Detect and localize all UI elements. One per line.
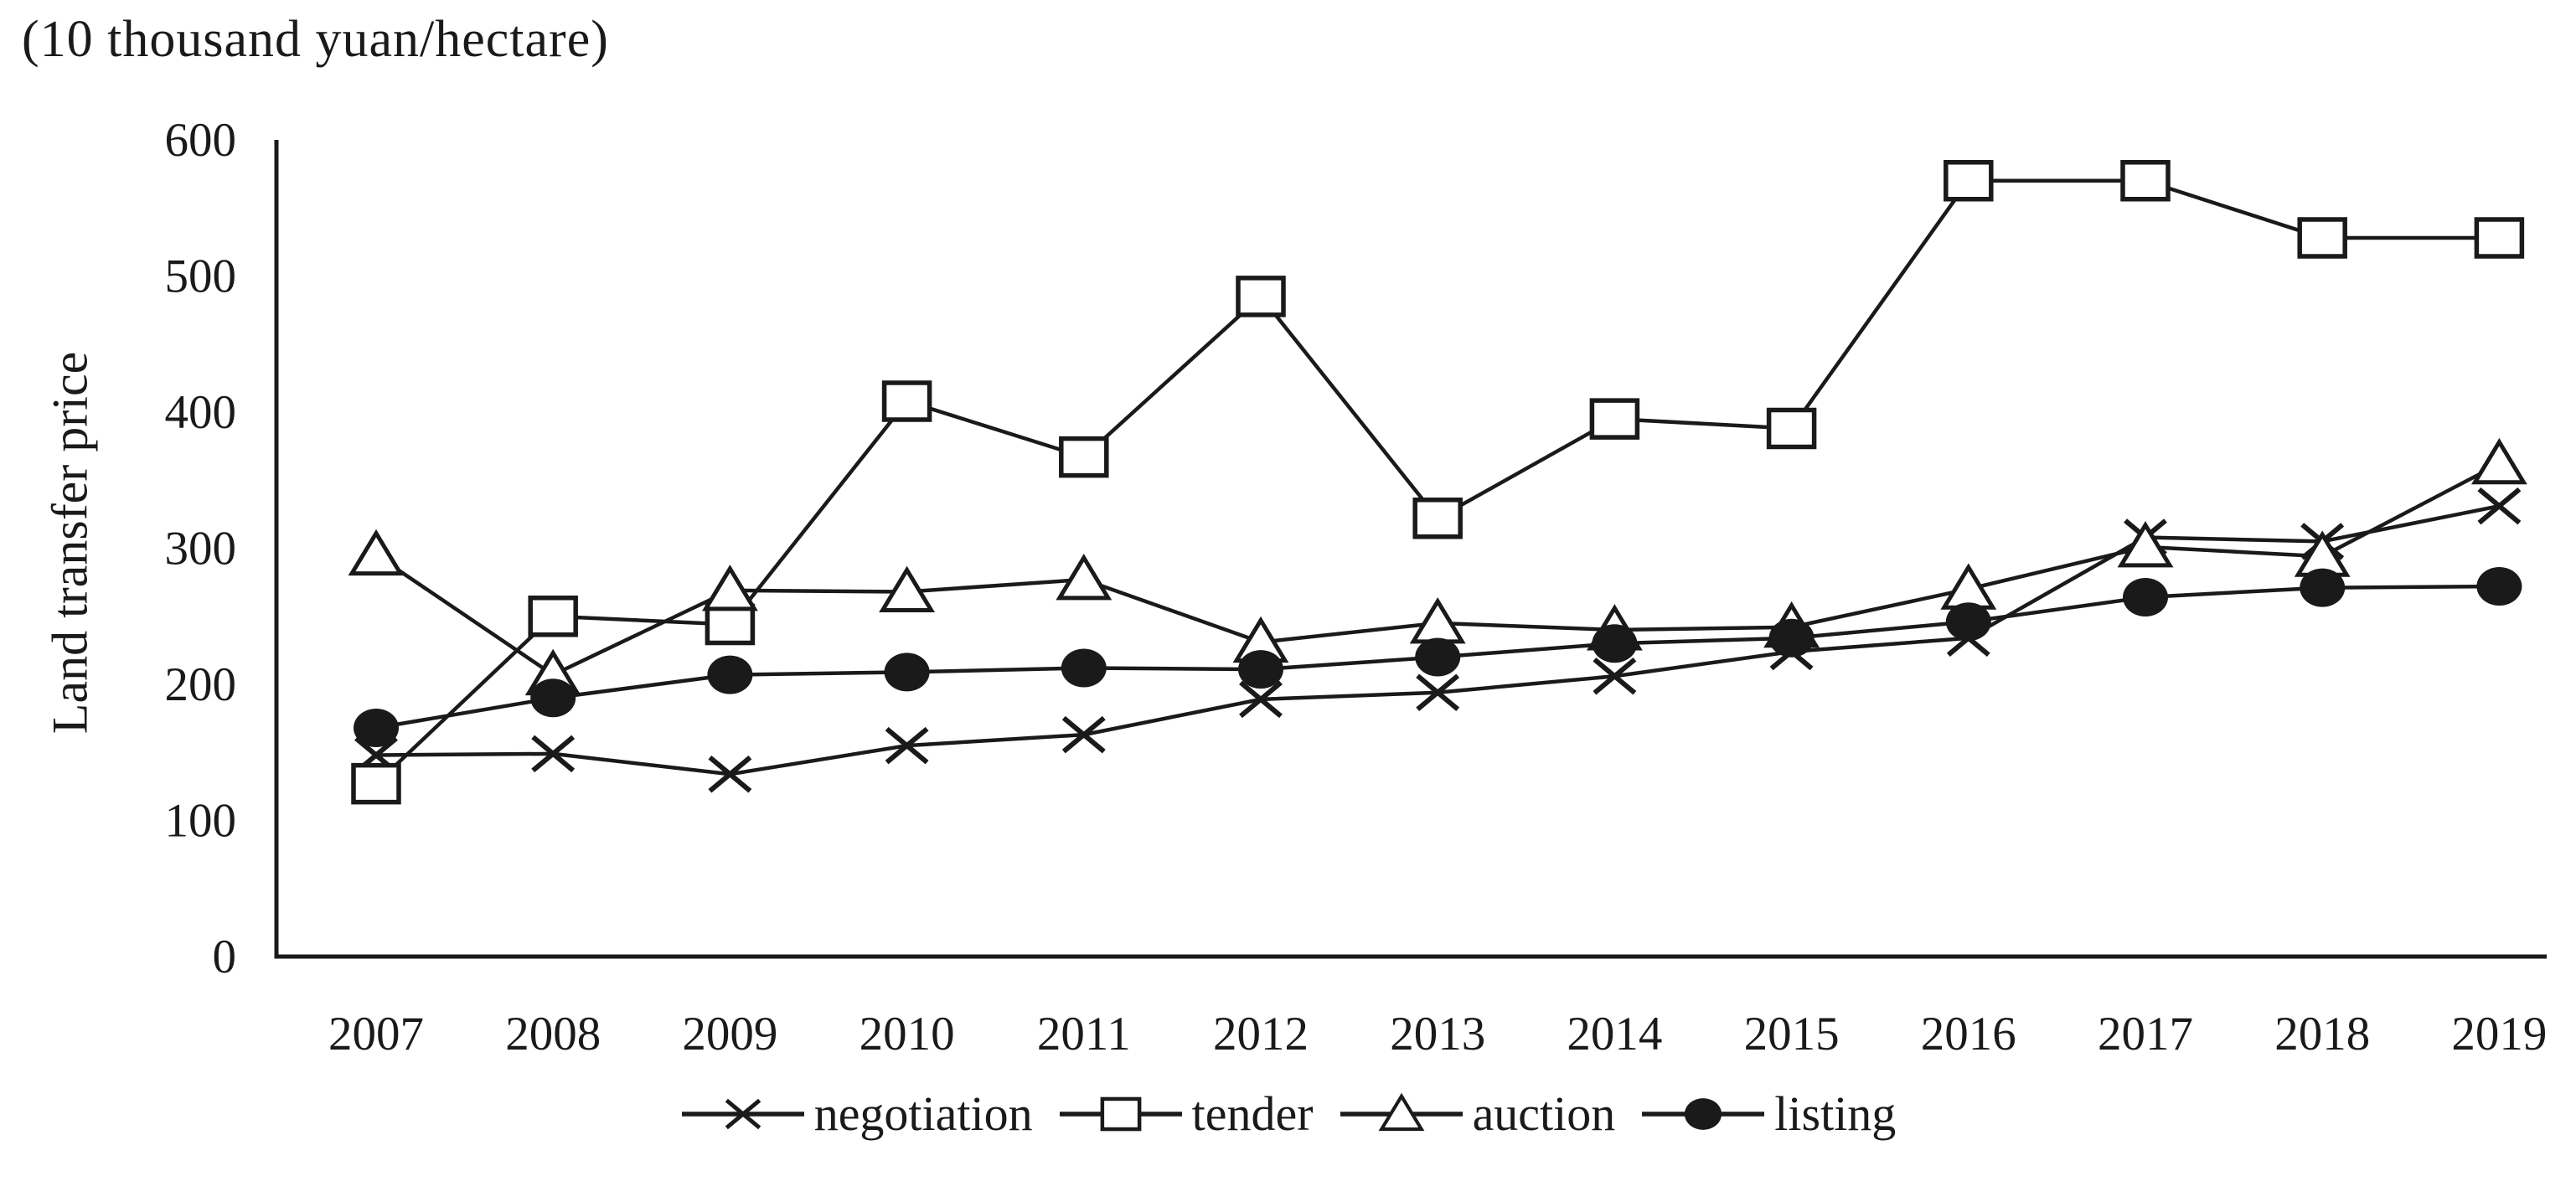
circle-marker — [1945, 602, 1991, 642]
x-marker — [1593, 657, 1637, 695]
circle-marker — [530, 678, 576, 718]
y-tick-label: 300 — [165, 523, 237, 575]
triangle-marker — [1056, 554, 1112, 601]
x-tick-label: 2010 — [860, 1008, 955, 1060]
triangle-marker — [701, 565, 758, 611]
x-tick-label: 2016 — [1921, 1008, 2016, 1060]
circle-marker — [1685, 1097, 1722, 1130]
circle-marker — [1238, 650, 1283, 689]
x-marker — [725, 1098, 761, 1129]
unit-title: (10 thousand yuan/hectare) — [22, 11, 609, 68]
circle-marker — [884, 653, 930, 692]
square-marker — [881, 380, 932, 422]
x-tick-label: 2017 — [2098, 1008, 2193, 1060]
square-marker — [1059, 436, 1109, 478]
legend-item-label: auction — [1472, 1086, 1616, 1141]
x-marker — [708, 755, 752, 793]
legend-item-auction: auction — [1339, 1086, 1616, 1142]
legend-key-square-icon — [1059, 1096, 1182, 1131]
legend-item-label: negotiation — [813, 1086, 1033, 1141]
square-marker — [2120, 160, 2171, 202]
triangle-marker — [879, 565, 936, 612]
y-tick-label: 500 — [165, 250, 237, 303]
legend-key-x-icon — [681, 1098, 804, 1129]
x-tick-label: 2018 — [2274, 1008, 2370, 1060]
square-marker — [1589, 398, 1640, 440]
square-marker — [1766, 407, 1817, 450]
legend-item-tender: tender — [1058, 1086, 1314, 1142]
legend-item-listing: listing — [1640, 1086, 1896, 1142]
triangle-marker — [348, 529, 405, 576]
legend-item-label: listing — [1774, 1086, 1897, 1141]
chart-legend: negotiation tender auction listing — [0, 1086, 2576, 1142]
x-marker — [531, 735, 576, 773]
x-marker — [1239, 680, 1283, 719]
x-marker — [885, 726, 929, 765]
square-marker — [2474, 217, 2525, 259]
circle-marker — [707, 655, 753, 694]
circle-marker — [1592, 624, 1638, 663]
square-marker — [705, 603, 756, 646]
y-tick-label: 600 — [165, 114, 237, 167]
y-tick-label: 400 — [165, 386, 237, 439]
series-markers-listing — [354, 567, 2522, 747]
x-tick-label: 2012 — [1213, 1008, 1309, 1060]
square-marker — [1412, 498, 1463, 539]
series-markers-tender — [351, 160, 2525, 805]
circle-marker — [2476, 567, 2522, 606]
x-tick-label: 2019 — [2451, 1008, 2547, 1060]
circle-marker — [1061, 648, 1107, 688]
triangle-marker — [2117, 521, 2174, 568]
square-marker — [1236, 276, 1286, 317]
square-marker — [1100, 1096, 1142, 1131]
legend-key-triangle-icon — [1340, 1092, 1463, 1131]
legend-item-label: tender — [1191, 1086, 1314, 1141]
x-tick-label: 2007 — [328, 1008, 424, 1060]
square-marker — [351, 762, 401, 805]
x-tick-label: 2011 — [1037, 1008, 1131, 1060]
triangle-marker — [1940, 563, 1997, 610]
triangle-marker — [1378, 1092, 1424, 1131]
square-marker — [528, 596, 578, 637]
x-marker — [1416, 673, 1460, 712]
x-tick-label: 2009 — [682, 1008, 777, 1060]
x-marker — [2477, 487, 2522, 525]
circle-marker — [1768, 618, 1815, 658]
y-tick-label: 0 — [213, 931, 237, 983]
circle-marker — [2123, 578, 2168, 616]
x-marker — [1061, 715, 1106, 754]
x-tick-label: 2008 — [505, 1008, 601, 1060]
x-tick-label: 2015 — [1744, 1008, 1840, 1060]
x-tick-label: 2014 — [1567, 1008, 1662, 1060]
circle-marker — [1415, 637, 1461, 677]
square-marker — [1944, 160, 1994, 202]
triangle-marker — [1409, 597, 1466, 644]
legend-item-negotiation: negotiation — [680, 1086, 1033, 1142]
square-marker — [2297, 217, 2347, 259]
y-tick-label: 100 — [165, 795, 237, 848]
circle-marker — [354, 709, 399, 747]
x-tick-label: 2013 — [1390, 1008, 1485, 1060]
y-tick-label: 200 — [165, 658, 237, 711]
axis-lines — [274, 140, 2547, 959]
circle-marker — [2300, 568, 2346, 607]
legend-key-circle-icon — [1642, 1097, 1765, 1130]
triangle-marker — [2470, 437, 2527, 485]
